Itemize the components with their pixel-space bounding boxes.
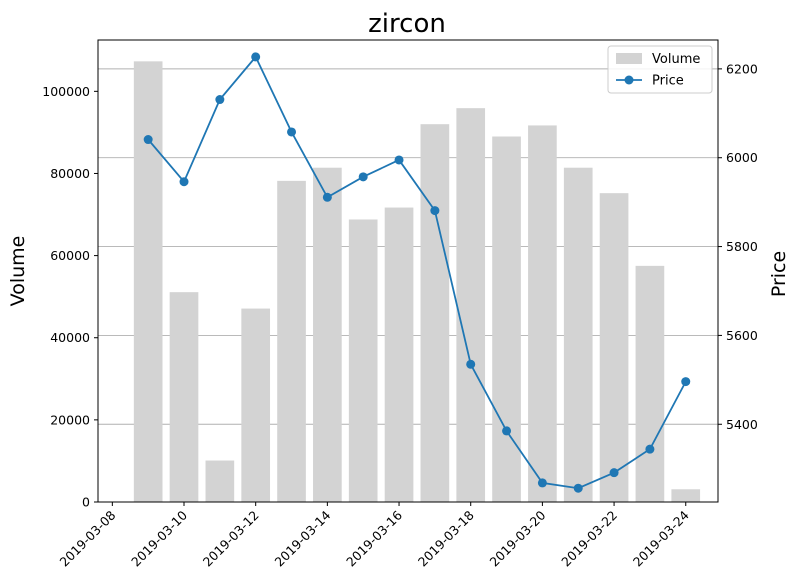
x-tick-label: 2019-03-24 [630, 507, 692, 569]
y-axis-left: 0 20000 40000 60000 80000 100000 [42, 84, 98, 510]
price-point [430, 206, 440, 216]
volume-bar [348, 219, 378, 502]
volume-bar [313, 167, 342, 502]
price-point [287, 127, 297, 137]
price-point [573, 483, 583, 493]
price-series-line [147, 55, 687, 490]
volume-bar [528, 125, 557, 502]
y-right-tick-label: 6000 [726, 150, 758, 165]
volume-bar [456, 108, 486, 503]
x-tick-label: 2019-03-22 [558, 508, 620, 570]
y-right-tick-label: 5600 [726, 328, 758, 343]
y-left-tick-label: 0 [82, 495, 90, 510]
legend-label-price: Price [652, 74, 684, 89]
price-point [645, 444, 655, 454]
legend-label-volume: Volume [652, 52, 700, 67]
price-line [143, 52, 691, 493]
y-right-tick-label: 6200 [726, 61, 758, 76]
y-axis-left-title: Volume [7, 236, 29, 307]
x-tick-label: 2019-03-10 [128, 507, 190, 569]
y-left-tick-label: 60000 [50, 248, 90, 263]
price-point [502, 426, 512, 436]
x-tick-label: 2019-03-14 [272, 507, 334, 569]
volume-bar [671, 489, 701, 502]
x-tick-label: 2019-03-16 [343, 507, 405, 569]
chart-title: zircon [368, 9, 446, 39]
legend-swatch-price-marker [624, 75, 634, 85]
y-left-tick-label: 80000 [50, 166, 90, 181]
x-tick-label: 2019-03-18 [415, 507, 477, 569]
y-left-tick-label: 100000 [42, 84, 90, 99]
price-point [322, 192, 332, 202]
volume-bar [384, 207, 414, 502]
x-tick-label: 2019-03-08 [56, 507, 118, 569]
plot-frame [97, 39, 719, 503]
volume-bar [599, 193, 629, 503]
x-tick-label: 2019-03-12 [200, 508, 262, 570]
volume-bar [133, 61, 163, 502]
volume-bar [241, 308, 271, 502]
price-point [466, 359, 476, 369]
legend-swatch-volume [616, 53, 642, 64]
price-point [143, 135, 153, 145]
price-point [358, 172, 368, 182]
y-axis-right-title: Price [768, 251, 790, 297]
x-tick-label: 2019-03-20 [487, 507, 549, 569]
price-point [251, 52, 261, 62]
volume-bar [563, 167, 593, 502]
price-point [215, 95, 225, 105]
price-point [179, 177, 189, 187]
volume-bar [169, 292, 199, 502]
volume-bar [492, 136, 521, 503]
volume-bar [277, 180, 306, 502]
volume-bars [133, 61, 701, 503]
y-left-tick-label: 20000 [50, 412, 90, 427]
volume-bar [205, 460, 235, 502]
price-point [394, 155, 404, 165]
x-axis: 2019-03-08 2019-03-10 2019-03-12 2019-03-14… [56, 502, 692, 570]
y-right-tick-label: 5400 [726, 417, 758, 432]
y-axis-right: 5400 5600 5800 6000 6200 [718, 61, 758, 432]
y-right-tick-label: 5800 [726, 239, 758, 254]
volume-bar [420, 124, 450, 502]
y-left-tick-label: 40000 [50, 330, 90, 345]
volume-bar [635, 265, 665, 502]
price-point [537, 478, 547, 488]
price-point [681, 377, 691, 387]
price-point [609, 468, 619, 478]
legend: Volume Price [607, 45, 713, 94]
